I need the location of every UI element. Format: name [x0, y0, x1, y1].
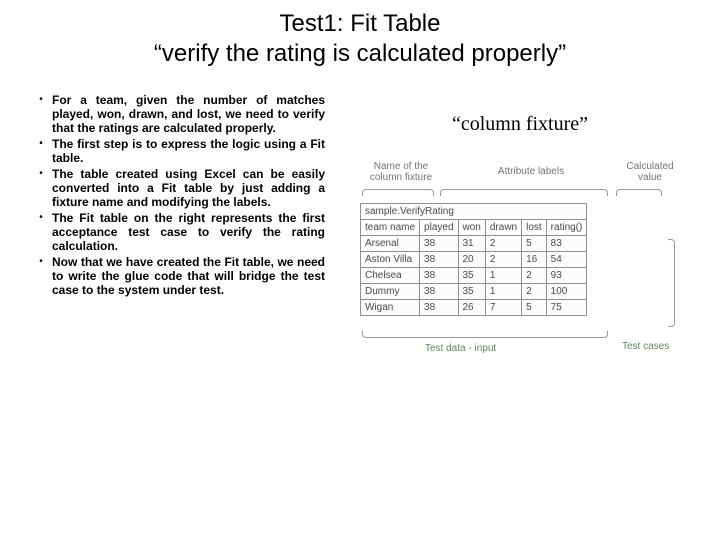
fixture-name-cell: sample.VerifyRating — [361, 204, 587, 220]
table-cell: 38 — [420, 236, 458, 252]
bullet-item: •The table created using Excel can be ea… — [30, 167, 325, 209]
bracket-icon — [668, 239, 675, 327]
table-row: Chelsea38351293 — [361, 268, 587, 284]
bullet-item: •For a team, given the number of matches… — [30, 93, 325, 135]
table-cell: 2 — [485, 252, 521, 268]
table-header-cell: played — [420, 220, 458, 236]
bullet-text: Now that we have created the Fit table, … — [52, 255, 325, 297]
table-cell: 54 — [546, 252, 587, 268]
column-fixture-heading: “column fixture” — [340, 113, 700, 136]
table-row: Arsenal38312583 — [361, 236, 587, 252]
table-cell: 38 — [420, 300, 458, 316]
bullet-item: •Now that we have created the Fit table,… — [30, 255, 325, 297]
table-cell: 83 — [546, 236, 587, 252]
table-cell: 5 — [522, 300, 547, 316]
table-cell: 7 — [485, 300, 521, 316]
table-cell: 1 — [485, 284, 521, 300]
table-header-cell: drawn — [485, 220, 521, 236]
bullet-dot: • — [30, 255, 52, 297]
bullet-item: •The first step is to express the logic … — [30, 137, 325, 165]
bullet-item: •The Fit table on the right represents t… — [30, 211, 325, 253]
table-cell: 75 — [546, 300, 587, 316]
table-header-cell: lost — [522, 220, 547, 236]
bullet-dot: • — [30, 167, 52, 209]
table-header-cell: won — [458, 220, 485, 236]
table-cell: 38 — [420, 252, 458, 268]
table-row-header: team nameplayedwondrawnlostrating() — [361, 220, 587, 236]
table-cell: 20 — [458, 252, 485, 268]
bracket-icon — [362, 331, 608, 338]
table-cell: Arsenal — [361, 236, 420, 252]
table-row-fixture: sample.VerifyRating — [361, 204, 587, 220]
table-cell: 16 — [522, 252, 547, 268]
table-row: Dummy383512100 — [361, 284, 587, 300]
bullet-text: The table created using Excel can be eas… — [52, 167, 325, 209]
table-cell: 38 — [420, 284, 458, 300]
table-cell: 2 — [522, 284, 547, 300]
table-cell: 31 — [458, 236, 485, 252]
bullet-text: The Fit table on the right represents th… — [52, 211, 325, 253]
slide-title-line2: “verify the rating is calculated properl… — [0, 38, 720, 68]
table-cell: 2 — [522, 268, 547, 284]
table-cell: 35 — [458, 268, 485, 284]
table-header-cell: team name — [361, 220, 420, 236]
bracket-icon — [440, 189, 608, 196]
table-cell: Dummy — [361, 284, 420, 300]
table-header-cell: rating() — [546, 220, 587, 236]
content-area: •For a team, given the number of matches… — [0, 68, 720, 401]
table-cell: 100 — [546, 284, 587, 300]
table-cell: 2 — [485, 236, 521, 252]
table-cell: 93 — [546, 268, 587, 284]
table-cell: Wigan — [361, 300, 420, 316]
fit-table-diagram: Name of the column fixture Attribute lab… — [340, 161, 690, 401]
bullet-dot: • — [30, 137, 52, 165]
bullet-column: •For a team, given the number of matches… — [20, 93, 340, 401]
bullet-dot: • — [30, 93, 52, 135]
table-cell: 1 — [485, 268, 521, 284]
bracket-icon — [362, 189, 434, 196]
table-cell: 38 — [420, 268, 458, 284]
annotation-fixture-name: Name of the column fixture — [365, 161, 437, 183]
bullet-text: The first step is to express the logic u… — [52, 137, 325, 165]
fit-table: sample.VerifyRatingteam nameplayedwondra… — [360, 203, 587, 316]
annotation-attribute-labels: Attribute labels — [495, 166, 567, 177]
annotation-calculated-value: Calculated value — [620, 161, 680, 183]
table-row: Aston Villa382021654 — [361, 252, 587, 268]
table-cell: 26 — [458, 300, 485, 316]
annotation-test-data-input: Test data - input — [425, 343, 496, 354]
table-cell: 35 — [458, 284, 485, 300]
bullet-list: •For a team, given the number of matches… — [30, 93, 325, 297]
slide-title-line1: Test1: Fit Table — [0, 0, 720, 38]
table-row: Wigan38267575 — [361, 300, 587, 316]
bracket-icon — [616, 189, 662, 196]
table-cell: 5 — [522, 236, 547, 252]
table-cell: Chelsea — [361, 268, 420, 284]
diagram-column: “column fixture” Name of the column fixt… — [340, 93, 700, 401]
table-cell: Aston Villa — [361, 252, 420, 268]
bullet-text: For a team, given the number of matches … — [52, 93, 325, 135]
bullet-dot: • — [30, 211, 52, 253]
annotation-test-cases: Test cases — [622, 341, 669, 352]
